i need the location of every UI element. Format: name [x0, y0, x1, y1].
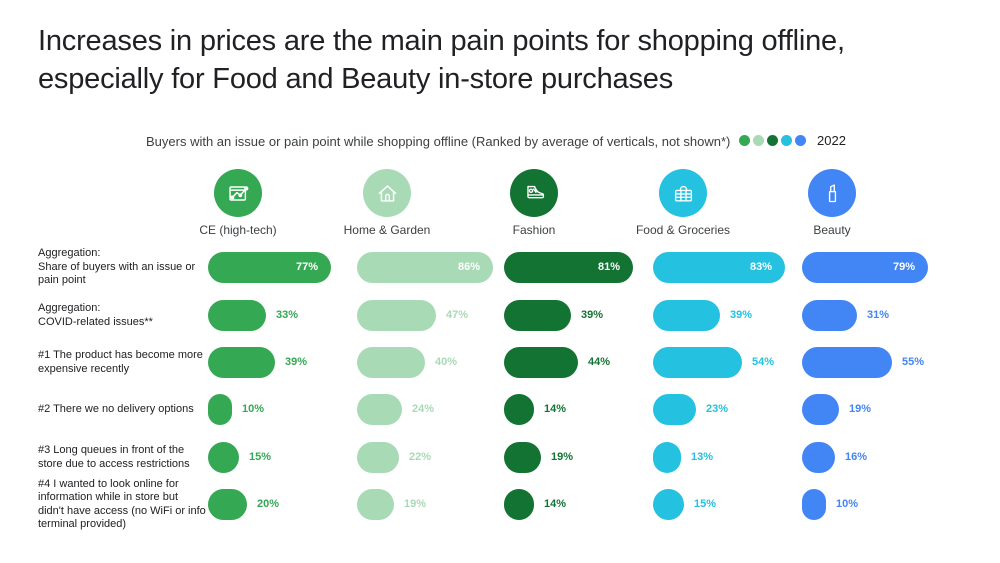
bar-food-groceries-row3	[653, 394, 696, 425]
bar-beauty-row5	[802, 489, 826, 520]
bar-value-label: 19%	[404, 498, 427, 510]
page-title-line1: Increases in prices are the main pain po…	[38, 25, 845, 57]
bar-beauty-row1	[802, 300, 857, 331]
bar-ce-row5	[208, 489, 247, 520]
vertical-label-food-groceries: Food & Groceries	[635, 223, 731, 237]
row-label-0: Aggregation: Share of buyers with an iss…	[38, 247, 196, 287]
bar-value-label: 39%	[730, 309, 753, 321]
bar-value-label: 77%	[295, 261, 318, 273]
bar-fashion-row5	[504, 489, 534, 520]
bar-ce-row1	[208, 300, 266, 331]
bar-value-label: 10%	[242, 403, 265, 415]
sneaker-icon	[510, 169, 558, 217]
bar-value-label: 79%	[892, 261, 915, 273]
bar-value-label: 33%	[276, 309, 299, 321]
bar-ce-row2	[208, 347, 275, 378]
row-label-5: #4 I wanted to look online for informati…	[38, 477, 206, 531]
bar-value-label: 15%	[694, 498, 717, 510]
legend-year: 2022	[817, 133, 846, 148]
bar-value-label: 19%	[849, 403, 872, 415]
bar-value-label: 86%	[457, 261, 480, 273]
bar-food-groceries-row5	[653, 489, 684, 520]
network-chart-icon	[214, 169, 262, 217]
bar-value-label: 19%	[551, 451, 574, 463]
vertical-label-home-garden: Home & Garden	[343, 223, 431, 237]
bar-beauty-row2	[802, 347, 892, 378]
page-title-line2: especially for Food and Beauty in-store …	[38, 63, 673, 95]
row-label-1: Aggregation: COVID-related issues**	[38, 302, 153, 328]
basket-icon	[659, 169, 707, 217]
bar-value-label: 16%	[845, 451, 868, 463]
legend-dots	[739, 135, 806, 146]
bar-value-label: 14%	[544, 403, 567, 415]
legend-dot-food-groceries	[781, 135, 792, 146]
row-label-2: #1 The product has become more expensive…	[38, 349, 203, 375]
bar-home-garden-row5	[357, 489, 394, 520]
bar-value-label: 14%	[544, 498, 567, 510]
bar-value-label: 10%	[836, 498, 859, 510]
bar-value-label: 23%	[706, 403, 729, 415]
bar-fashion-row1	[504, 300, 571, 331]
bar-home-garden-row3	[357, 394, 402, 425]
vertical-label-beauty: Beauty	[813, 223, 851, 237]
bar-ce-row0: 77%	[208, 252, 331, 283]
vertical-label-ce: CE (high-tech)	[199, 223, 277, 237]
bar-value-label: 31%	[867, 309, 890, 321]
bar-value-label: 15%	[249, 451, 272, 463]
bar-fashion-row3	[504, 394, 534, 425]
bar-value-label: 47%	[446, 309, 469, 321]
legend: 2022	[739, 133, 846, 148]
bar-ce-row4	[208, 442, 239, 473]
bar-fashion-row0: 81%	[504, 252, 633, 283]
bar-food-groceries-row1	[653, 300, 720, 331]
legend-dot-ce	[739, 135, 750, 146]
legend-dot-fashion	[767, 135, 778, 146]
bar-value-label: 54%	[752, 356, 775, 368]
bar-beauty-row3	[802, 394, 839, 425]
bar-value-label: 81%	[597, 261, 620, 273]
lipstick-icon	[808, 169, 856, 217]
bar-food-groceries-row0: 83%	[653, 252, 785, 283]
vertical-label-fashion: Fashion	[512, 223, 556, 237]
bar-fashion-row4	[504, 442, 541, 473]
bar-value-label: 55%	[902, 356, 925, 368]
bar-value-label: 83%	[749, 261, 772, 273]
bar-beauty-row4	[802, 442, 835, 473]
bar-food-groceries-row4	[653, 442, 681, 473]
bar-value-label: 39%	[285, 356, 308, 368]
bar-fashion-row2	[504, 347, 578, 378]
bar-value-label: 44%	[588, 356, 611, 368]
bar-home-garden-row4	[357, 442, 399, 473]
legend-dot-beauty	[795, 135, 806, 146]
row-label-3: #2 There we no delivery options	[38, 402, 194, 415]
bar-value-label: 24%	[412, 403, 435, 415]
bar-home-garden-row2	[357, 347, 425, 378]
chart-subtitle: Buyers with an issue or pain point while…	[146, 134, 731, 149]
bar-value-label: 40%	[435, 356, 458, 368]
bar-value-label: 13%	[691, 451, 714, 463]
bar-beauty-row0: 79%	[802, 252, 928, 283]
bar-value-label: 22%	[409, 451, 432, 463]
legend-dot-home-garden	[753, 135, 764, 146]
house-icon	[363, 169, 411, 217]
bar-ce-row3	[208, 394, 232, 425]
bar-food-groceries-row2	[653, 347, 742, 378]
bar-value-label: 39%	[581, 309, 604, 321]
page-title: Increases in prices are the main pain po…	[38, 22, 845, 98]
bar-home-garden-row1	[357, 300, 436, 331]
row-label-4: #3 Long queues in front of the store due…	[38, 444, 190, 470]
bar-value-label: 20%	[257, 498, 280, 510]
bar-home-garden-row0: 86%	[357, 252, 493, 283]
